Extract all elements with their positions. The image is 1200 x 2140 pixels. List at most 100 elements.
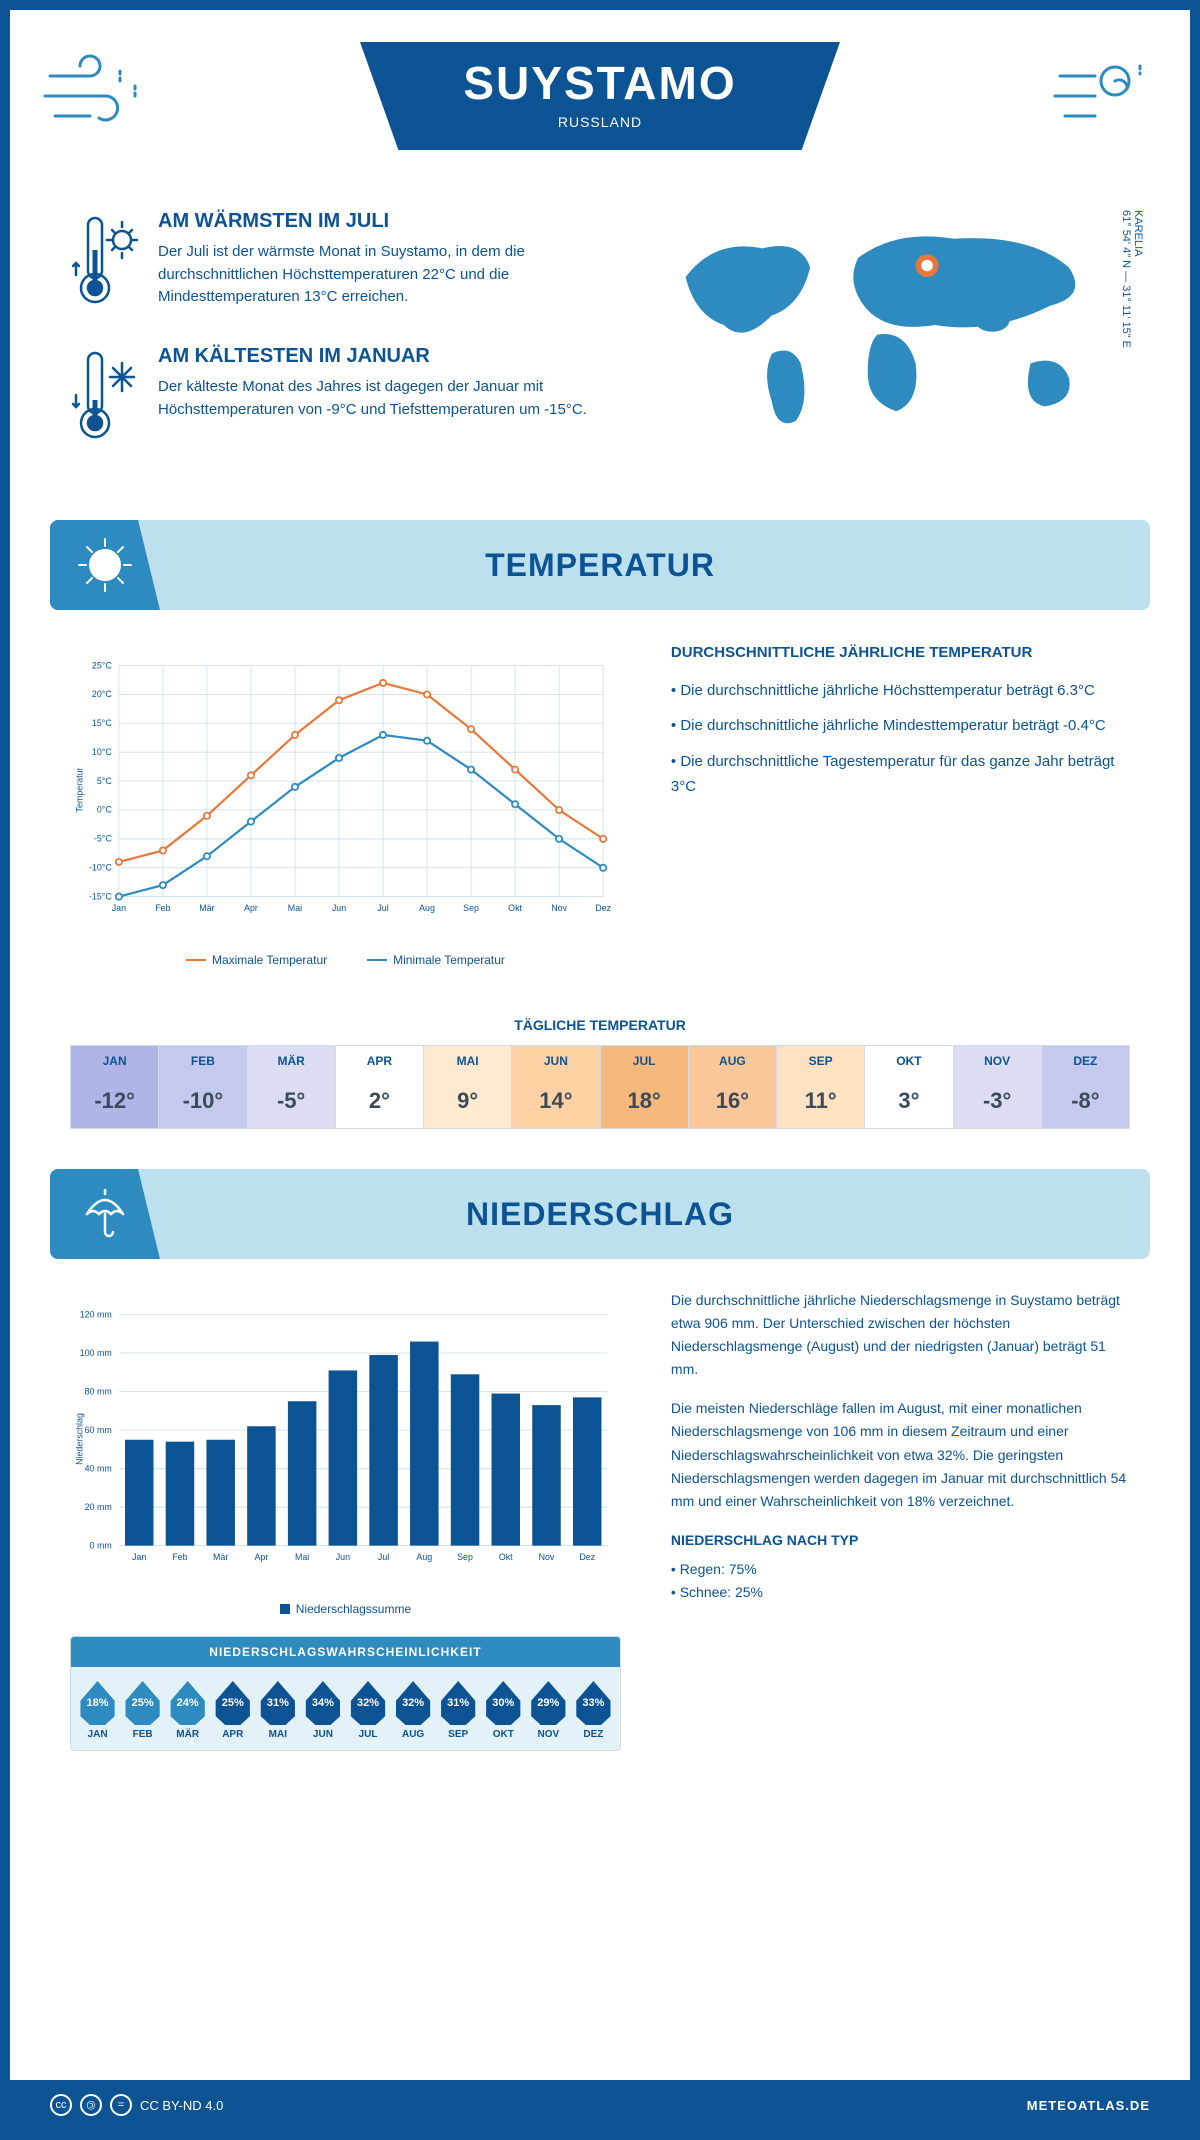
avg-temp-b1: • Die durchschnittliche jährliche Höchst… xyxy=(671,678,1130,704)
svg-text:10°C: 10°C xyxy=(92,747,112,757)
wind-icon-right xyxy=(1040,46,1160,136)
location-title: SUYSTAMO xyxy=(440,56,760,110)
month-value: 2° xyxy=(336,1076,423,1128)
month-label: NOV xyxy=(954,1046,1041,1076)
raindrop-icon: 25% xyxy=(214,1681,252,1725)
prob-month: JUN xyxy=(300,1729,345,1740)
month-value: 14° xyxy=(512,1076,599,1128)
raindrop-icon: 24% xyxy=(169,1681,207,1725)
precipitation-heading: NIEDERSCHLAG xyxy=(466,1196,734,1233)
daily-temp-title: TÄGLICHE TEMPERATUR xyxy=(10,1017,1190,1033)
map-column: KARELIA 61° 54' 4" N — 31° 11' 15" E xyxy=(644,210,1130,480)
svg-text:-10°C: -10°C xyxy=(89,862,112,872)
month-label: DEZ xyxy=(1042,1046,1129,1076)
svg-text:Mai: Mai xyxy=(288,903,302,913)
precip-p1: Die durchschnittliche jährliche Niedersc… xyxy=(671,1289,1130,1381)
month-value: 3° xyxy=(865,1076,952,1128)
prob-month: APR xyxy=(210,1729,255,1740)
prob-cell: 31%SEP xyxy=(436,1681,481,1740)
coldest-block: AM KÄLTESTEN IM JANUAR Der kälteste Mona… xyxy=(70,345,604,450)
svg-text:Nov: Nov xyxy=(539,1552,555,1562)
month-cell: JUL18° xyxy=(601,1046,689,1128)
temperature-side-text: DURCHSCHNITTLICHE JÄHRLICHE TEMPERATUR •… xyxy=(671,640,1130,967)
header: SUYSTAMO RUSSLAND xyxy=(10,10,1190,210)
svg-text:Apr: Apr xyxy=(244,903,258,913)
raindrop-icon: 32% xyxy=(349,1681,387,1725)
month-cell: SEP11° xyxy=(777,1046,865,1128)
raindrop-icon: 33% xyxy=(574,1681,612,1725)
warmest-title: AM WÄRMSTEN IM JULI xyxy=(158,210,604,233)
prob-month: MAI xyxy=(255,1729,300,1740)
svg-text:25°C: 25°C xyxy=(92,660,112,670)
umbrella-tab-icon xyxy=(50,1169,160,1259)
precipitation-row: 0 mm20 mm40 mm60 mm80 mm100 mm120 mmJanF… xyxy=(10,1289,1190,1781)
coordinates: KARELIA 61° 54' 4" N — 31° 11' 15" E xyxy=(1120,210,1144,440)
footer: cc 🄯 = CC BY-ND 4.0 METEOATLAS.DE xyxy=(10,2080,1190,2130)
svg-text:5°C: 5°C xyxy=(97,776,112,786)
svg-text:0 mm: 0 mm xyxy=(90,1540,112,1550)
prob-cell: 33% DEZ xyxy=(571,1681,616,1740)
svg-text:Aug: Aug xyxy=(416,1552,432,1562)
coldest-text: Der kälteste Monat des Jahres ist dagege… xyxy=(158,376,604,421)
month-cell: OKT3° xyxy=(865,1046,953,1128)
svg-text:Mär: Mär xyxy=(213,1552,228,1562)
daily-temp-table: JAN-12°FEB-10°MÄR-5°APR2°MAI9°JUN14°JUL1… xyxy=(70,1045,1130,1129)
location-marker-icon xyxy=(919,257,936,274)
intro-text-column: AM WÄRMSTEN IM JULI Der Juli ist der wär… xyxy=(70,210,604,480)
sun-tab-icon xyxy=(50,520,160,610)
avg-temp-b3: • Die durchschnittliche Tagestemperatur … xyxy=(671,749,1130,800)
section-banner-temperature: TEMPERATUR xyxy=(50,520,1150,610)
svg-text:Okt: Okt xyxy=(508,903,522,913)
prob-month: DEZ xyxy=(571,1729,616,1740)
temp-chart-legend: Maximale Temperatur Minimale Temperatur xyxy=(70,953,621,967)
svg-text:40 mm: 40 mm xyxy=(85,1463,112,1473)
svg-text:Okt: Okt xyxy=(499,1552,513,1562)
prob-month: JUL xyxy=(345,1729,390,1740)
svg-text:Jan: Jan xyxy=(112,903,126,913)
svg-text:Aug: Aug xyxy=(419,903,435,913)
month-value: 11° xyxy=(777,1076,864,1128)
svg-text:Jul: Jul xyxy=(377,903,388,913)
raindrop-icon: 25% xyxy=(124,1681,162,1725)
month-cell: AUG16° xyxy=(689,1046,777,1128)
raindrop-icon: 34% xyxy=(304,1681,342,1725)
prob-month: OKT xyxy=(481,1729,526,1740)
raindrop-icon: 18% xyxy=(79,1681,117,1725)
month-label: JUN xyxy=(512,1046,599,1076)
svg-text:Niederschlag: Niederschlag xyxy=(74,1413,84,1465)
month-cell: APR2° xyxy=(336,1046,424,1128)
raindrop-icon: 31% xyxy=(259,1681,297,1725)
svg-text:Jan: Jan xyxy=(132,1552,146,1562)
month-cell: NOV-3° xyxy=(954,1046,1042,1128)
prob-month: SEP xyxy=(436,1729,481,1740)
svg-text:Dez: Dez xyxy=(579,1552,595,1562)
prob-cell: 32%AUG xyxy=(391,1681,436,1740)
precip-chart-legend: Niederschlagssumme xyxy=(70,1602,621,1616)
month-label: SEP xyxy=(777,1046,864,1076)
nd-icon: = xyxy=(110,2094,132,2116)
precipitation-left: 0 mm20 mm40 mm60 mm80 mm100 mm120 mmJanF… xyxy=(70,1289,621,1751)
precip-prob-body: 18%JAN25%FEB24%MÄR25%APR31%MAI34%JUN32%J… xyxy=(71,1667,620,1750)
month-value: 18° xyxy=(601,1076,688,1128)
svg-text:Mai: Mai xyxy=(295,1552,309,1562)
svg-text:Feb: Feb xyxy=(155,903,170,913)
svg-text:Sep: Sep xyxy=(457,1552,473,1562)
title-banner: SUYSTAMO RUSSLAND xyxy=(360,42,840,150)
svg-text:60 mm: 60 mm xyxy=(85,1425,112,1435)
legend-max: Maximale Temperatur xyxy=(212,953,327,967)
precipitation-bar-chart: 0 mm20 mm40 mm60 mm80 mm100 mm120 mmJanF… xyxy=(70,1289,621,1589)
svg-text:0°C: 0°C xyxy=(97,805,112,815)
svg-text:100 mm: 100 mm xyxy=(80,1348,112,1358)
precip-type-title: NIEDERSCHLAG NACH TYP xyxy=(671,1529,1130,1552)
month-value: 16° xyxy=(689,1076,776,1128)
thermometer-cold-icon xyxy=(70,345,140,450)
precip-probability-box: NIEDERSCHLAGSWAHRSCHEINLICHKEIT 18%JAN25… xyxy=(70,1636,621,1751)
month-label: AUG xyxy=(689,1046,776,1076)
prob-cell: 32% JUL xyxy=(345,1681,390,1740)
warmest-block: AM WÄRMSTEN IM JULI Der Juli ist der wär… xyxy=(70,210,604,315)
month-value: -5° xyxy=(248,1076,335,1128)
month-label: FEB xyxy=(159,1046,246,1076)
raindrop-icon: 32% xyxy=(394,1681,432,1725)
month-cell: DEZ-8° xyxy=(1042,1046,1129,1128)
month-value: -8° xyxy=(1042,1076,1129,1128)
